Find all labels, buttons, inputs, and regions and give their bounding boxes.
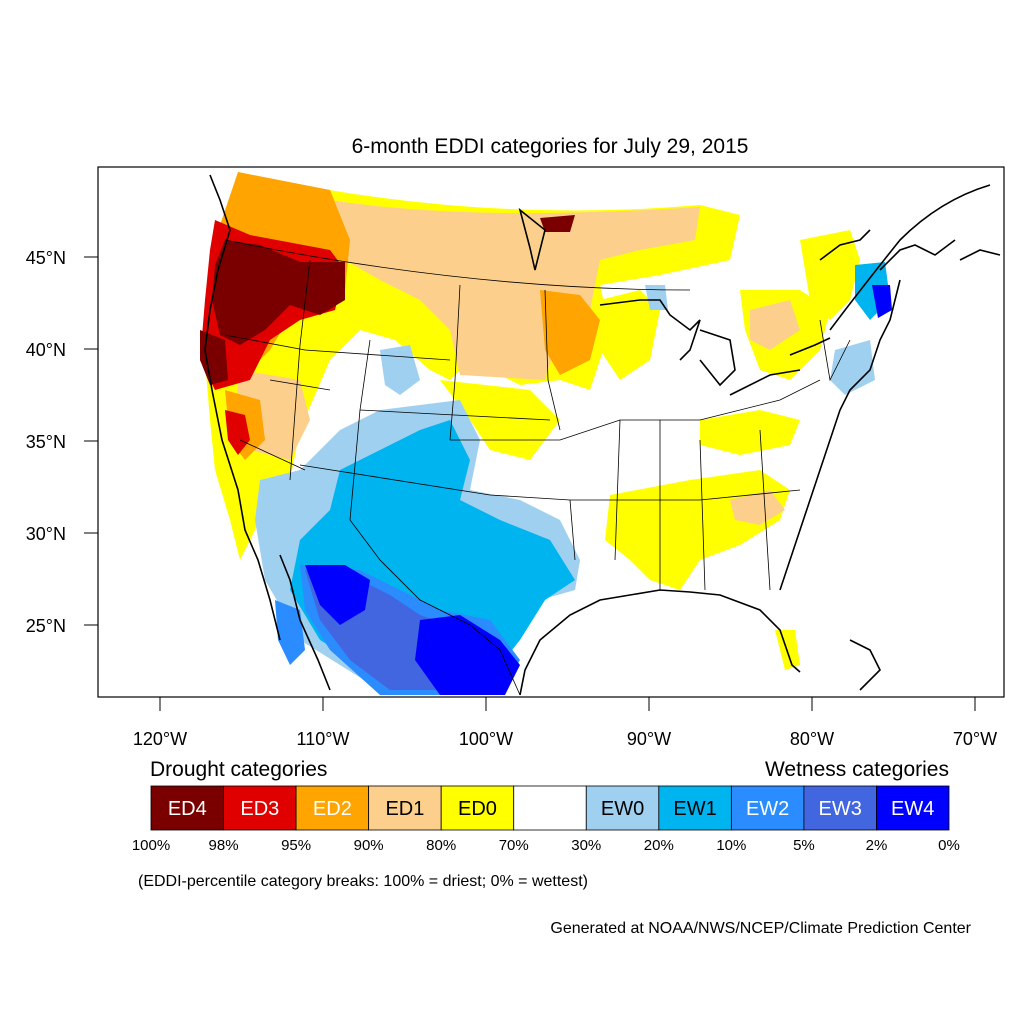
lon-label-110: 110°W bbox=[297, 729, 350, 749]
legend-box-ew4 bbox=[876, 785, 950, 831]
legend-label-ed1: ED1 bbox=[385, 798, 424, 820]
legend-break-label: 30% bbox=[571, 837, 601, 854]
lat-label-25: 25°N bbox=[26, 616, 66, 636]
wetness-categories-title: Wetness categories bbox=[765, 758, 949, 781]
lon-label-80: 80°W bbox=[790, 729, 834, 749]
legend-break-label: 100% bbox=[132, 837, 170, 854]
legend-box-ed1 bbox=[368, 785, 442, 831]
legend-break-label: 20% bbox=[644, 837, 674, 854]
legend-break-label: 2% bbox=[866, 837, 888, 854]
ed1-region-north bbox=[330, 200, 700, 380]
legend-label-ew1: EW1 bbox=[673, 798, 716, 820]
map-area bbox=[98, 167, 1004, 697]
category-break-note: (EDDI-percentile category breaks: 100% =… bbox=[138, 873, 588, 890]
legend-label-ed4: ED4 bbox=[168, 798, 207, 820]
ed0-region-newengland bbox=[800, 230, 860, 320]
legend-label-ed3: ED3 bbox=[240, 798, 279, 820]
ew4-region-maine bbox=[872, 285, 892, 318]
legend-box-neutral bbox=[513, 785, 587, 831]
lat-label-45: 45°N bbox=[26, 248, 66, 268]
credit-line: Generated at NOAA/NWS/NCEP/Climate Predi… bbox=[550, 920, 971, 937]
legend-break-label: 0% bbox=[938, 837, 960, 854]
legend-break-label: 98% bbox=[209, 837, 239, 854]
legend-label-ed2: ED2 bbox=[313, 798, 352, 820]
legend-break-label: 95% bbox=[281, 837, 311, 854]
lat-label-35: 35°N bbox=[26, 432, 66, 452]
legend-box-ed0 bbox=[440, 785, 515, 831]
lon-label-100: 100°W bbox=[459, 729, 513, 749]
legend-box-ew0 bbox=[585, 785, 660, 831]
legend-label-ew0: EW0 bbox=[601, 798, 644, 820]
ew4-region-chihuahua bbox=[305, 565, 370, 625]
lat-label-30: 30°N bbox=[26, 524, 66, 544]
legend-label-ed0: ED0 bbox=[458, 798, 497, 820]
legend-label-ew3: EW3 bbox=[819, 798, 862, 820]
lat-label-40: 40°N bbox=[26, 340, 66, 360]
ed0-region-appalachia bbox=[700, 410, 800, 455]
ew4-region-coahuila bbox=[415, 615, 520, 695]
ed0-region-east bbox=[600, 290, 660, 380]
coastlines bbox=[204, 174, 1001, 696]
legend-break-label: 90% bbox=[354, 837, 384, 854]
legend-box-ew1 bbox=[658, 785, 732, 831]
lon-axis: 120°W 110°W 100°W 90°W 80°W 70°W bbox=[133, 697, 997, 749]
legend-color-bar: ED4 ED3 ED2 ED1 ED0 EW0 EW1 EW2 EW3 EW4 bbox=[150, 785, 950, 831]
legend-break-label: 5% bbox=[793, 837, 815, 854]
legend-label-ew4: EW4 bbox=[891, 798, 934, 820]
legend-box-ed2 bbox=[295, 785, 370, 831]
lon-label-70: 70°W bbox=[953, 729, 997, 749]
legend-breaks: 100% 98% 95% 90% 80% 70% 30% 20% 10% 5% 2% 0% bbox=[132, 837, 960, 854]
ed4-region-oregon-washington bbox=[212, 240, 345, 345]
map-frame bbox=[97, 166, 1005, 698]
map-title: 6-month EDDI categories for July 29, 201… bbox=[352, 135, 749, 158]
legend-break-label: 80% bbox=[426, 837, 456, 854]
lon-label-90: 90°W bbox=[627, 729, 671, 749]
legend-label-ew2: EW2 bbox=[746, 798, 789, 820]
lon-label-120: 120°W bbox=[133, 729, 187, 749]
drought-categories-title: Drought categories bbox=[150, 758, 327, 781]
legend-box-ed3 bbox=[223, 785, 297, 831]
ed1-region-east bbox=[750, 300, 800, 350]
ew2-region-baja bbox=[275, 600, 305, 665]
legend-break-label: 70% bbox=[499, 837, 529, 854]
legend-box-ew2 bbox=[730, 785, 805, 831]
ed3-region-norcal bbox=[225, 410, 250, 455]
legend-box-ed4 bbox=[150, 785, 224, 831]
ed4-region-lake-superior bbox=[540, 215, 575, 232]
ed1-region-carolinas bbox=[730, 490, 785, 525]
legend-break-label: 10% bbox=[716, 837, 746, 854]
ew0-region-northeast bbox=[830, 340, 875, 395]
ed4-region-north-coast bbox=[200, 330, 228, 385]
state-boundaries bbox=[224, 239, 851, 696]
ed2-region-minnesota bbox=[540, 290, 600, 375]
lat-axis: 45°N 40°N 35°N 30°N 25°N bbox=[26, 248, 98, 636]
